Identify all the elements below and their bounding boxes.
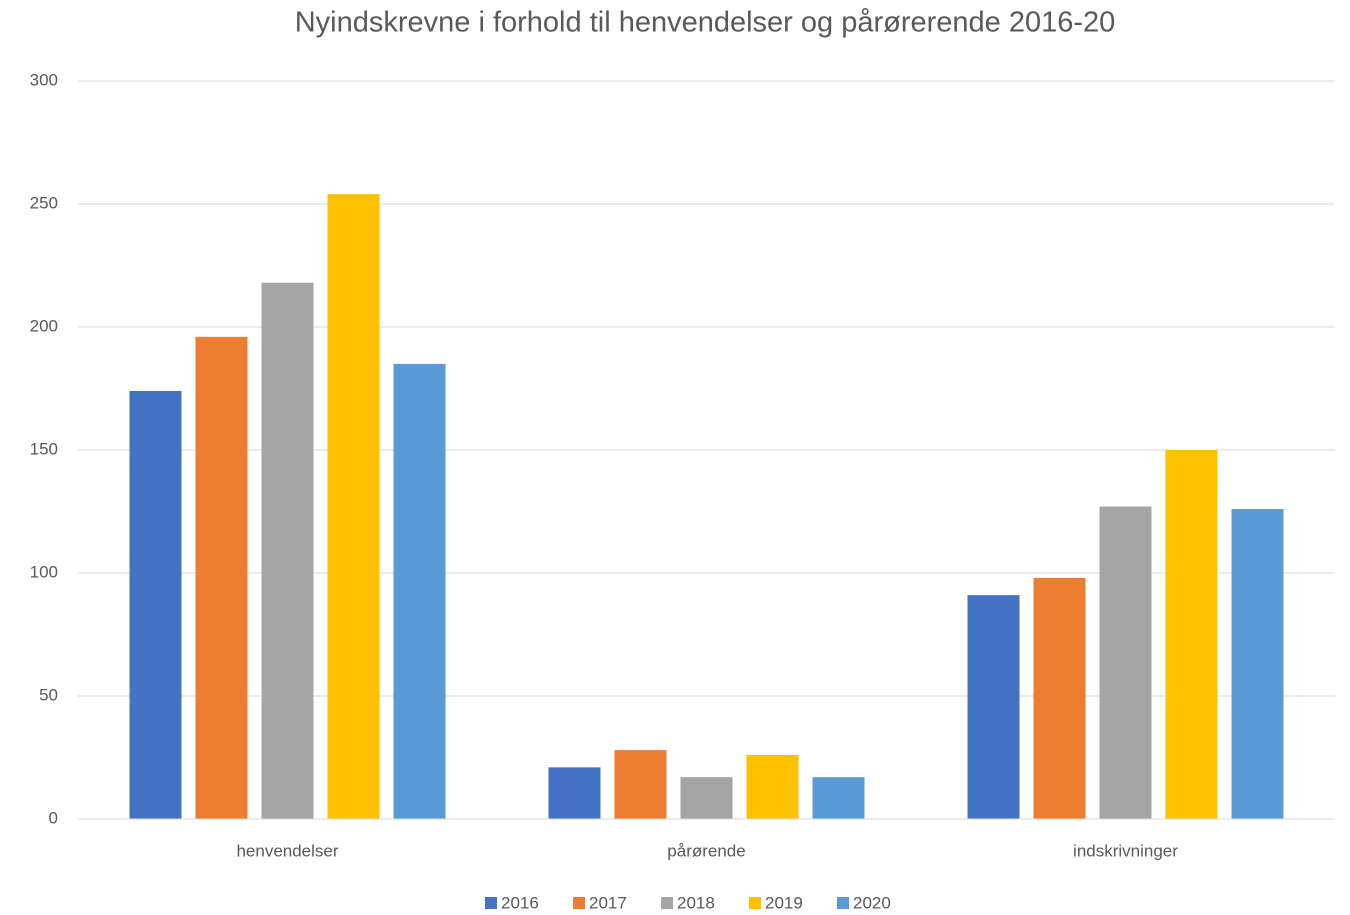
bar xyxy=(1099,506,1152,819)
bar xyxy=(548,767,601,819)
bar xyxy=(1231,509,1284,819)
legend-swatch xyxy=(661,897,673,909)
chart-title: Nyindskrevne i forhold til henvendelser … xyxy=(295,7,1116,39)
x-tick-label: henvendelser xyxy=(236,841,338,860)
bar xyxy=(327,194,380,819)
y-tick-label: 250 xyxy=(30,193,58,212)
bar xyxy=(1033,577,1086,819)
legend-label: 2016 xyxy=(501,893,539,912)
legend-label: 2018 xyxy=(677,893,715,912)
legend-swatch xyxy=(573,897,585,909)
bar xyxy=(812,777,865,819)
legend-swatch xyxy=(485,897,497,909)
bar xyxy=(967,595,1020,819)
bar xyxy=(614,750,667,819)
bar xyxy=(1165,450,1218,819)
y-tick-label: 100 xyxy=(30,562,58,581)
y-tick-label: 200 xyxy=(30,316,58,335)
x-tick-label: pårørende xyxy=(667,841,745,860)
y-tick-label: 0 xyxy=(49,808,58,827)
legend-swatch xyxy=(837,897,849,909)
bar xyxy=(129,390,182,819)
bar xyxy=(261,282,314,820)
legend-swatch xyxy=(749,897,761,909)
legend-label: 2019 xyxy=(765,893,803,912)
y-tick-label: 300 xyxy=(30,70,58,89)
y-tick-label: 50 xyxy=(39,685,58,704)
bar xyxy=(195,336,248,819)
bar xyxy=(680,777,733,819)
legend-label: 2020 xyxy=(853,893,891,912)
x-tick-label: indskrivninger xyxy=(1073,841,1178,860)
y-tick-label: 150 xyxy=(30,439,58,458)
bar xyxy=(393,363,446,819)
legend-label: 2017 xyxy=(589,893,627,912)
bar xyxy=(746,755,799,819)
